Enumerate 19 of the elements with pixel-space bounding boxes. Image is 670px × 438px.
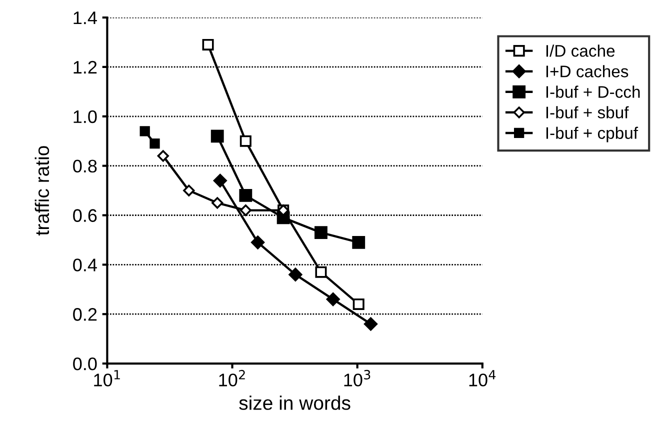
legend-label: I+D caches (546, 65, 628, 78)
y-tick-label: 1.4 (74, 12, 97, 24)
x-tick-label: 10$^{2}$ (219, 370, 245, 386)
legend-label: I-buf + sbuf (546, 106, 629, 118)
legend-label: I/D cache (546, 44, 615, 57)
y-tick-label: 0.4 (73, 258, 97, 272)
y-tick-label: 0.8 (73, 160, 97, 173)
legend-label: I-buf + cpbuf (546, 126, 638, 142)
legend-label: I-buf + D-cch (546, 86, 640, 98)
y-tick-label: 0.6 (73, 209, 97, 222)
y-tick-label: 1.2 (74, 60, 97, 74)
y-axis-title: traffic ratio (34, 146, 50, 236)
x-tick-label: 10$^{3}$ (344, 370, 370, 386)
y-tick-label: 0.0 (73, 357, 97, 370)
y-tick-label: 1.0 (74, 110, 97, 124)
x-tick-label: 10$^{4}$ (469, 370, 496, 386)
y-tick-label: 0.2 (73, 308, 97, 321)
x-axis-title: size in words (239, 396, 350, 410)
x-tick-label: 10$^{1}$ (94, 370, 120, 386)
